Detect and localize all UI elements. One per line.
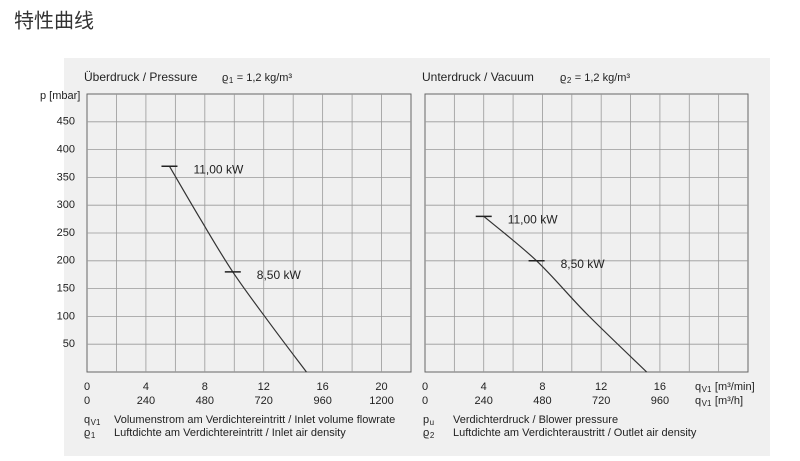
legend-entry-text: Luftdichte am Verdichtereintritt / Inlet…	[114, 427, 346, 439]
legend-entry-sub: u	[430, 418, 434, 427]
x-tick-label: 8	[539, 381, 545, 393]
legend-entry: q V1 Volumenstrom am Verdichtereintritt / …	[84, 414, 395, 427]
y-tick-label: 100	[57, 310, 75, 322]
density-label-text: = 1,2 kg/m³	[237, 72, 293, 84]
y-tick-label: 300	[57, 199, 75, 211]
density-label-sub: 2	[567, 76, 572, 85]
y-tick-label: 250	[57, 227, 75, 239]
legend-entry-text: Volumenstrom am Verdichtereintritt / Inl…	[114, 414, 395, 426]
x-axis-label-sub: V1	[702, 399, 712, 408]
legend-entry: ϱ 2 Luftdichte am Verdichteraustritt / Out…	[423, 427, 697, 440]
x2-tick-label: 960	[651, 395, 669, 407]
density-label-symbol: ϱ	[222, 72, 228, 84]
curve	[483, 215, 648, 373]
x-tick-label: 12	[595, 381, 607, 393]
power-label: 11,00 kW	[508, 212, 558, 226]
density-label-sub: 1	[229, 76, 234, 85]
x2-tick-label: 240	[475, 395, 493, 407]
y-tick-label: 400	[57, 144, 75, 156]
x-tick-label: 0	[422, 381, 428, 393]
y-tick-label: 450	[57, 116, 75, 128]
x-axis-label-text: [m³/h]	[715, 395, 743, 407]
x2-tick-label: 0	[84, 395, 90, 407]
legend-entry-symbol: ϱ	[84, 427, 90, 439]
density-label-symbol: ϱ	[560, 72, 566, 84]
legend-entry-text: Luftdichte am Verdichteraustritt / Outle…	[453, 427, 697, 439]
y-axis-label: p [mbar]	[40, 90, 80, 102]
density-label-text: = 1,2 kg/m³	[575, 72, 631, 84]
legend-entry-sub: 2	[430, 431, 435, 440]
x-tick-label: 0	[84, 381, 90, 393]
x-tick-label: 20	[375, 381, 387, 393]
x-axis-label: q V1 [m³/h]	[695, 395, 743, 408]
chart-title: Unterdruck / Vacuum	[422, 70, 534, 84]
x2-tick-label: 960	[313, 395, 331, 407]
y-tick-label: 150	[57, 283, 75, 295]
legend-entry-symbol: q	[84, 414, 90, 426]
power-label: 8,50 kW	[561, 257, 606, 271]
x-axis-label-symbol: q	[695, 395, 701, 407]
power-label: 11,00 kW	[193, 162, 243, 176]
power-label: 8,50 kW	[257, 268, 302, 282]
x-axis-label: q V1 [m³/min]	[695, 381, 755, 394]
x-axis-label-sub: V1	[702, 385, 712, 394]
y-tick-label: 200	[57, 255, 75, 267]
legend-entry: ϱ 1 Luftdichte am Verdichtereintritt / Inl…	[84, 427, 346, 440]
legend-entry-sub: V1	[91, 418, 101, 427]
x-tick-label: 16	[317, 381, 329, 393]
density-label: ϱ 1 = 1,2 kg/m³	[222, 72, 292, 85]
legend-entry-text: Verdichterdruck / Blower pressure	[453, 414, 618, 426]
page-title: 特性曲线	[14, 9, 94, 32]
x2-tick-label: 480	[533, 395, 551, 407]
x-tick-label: 12	[258, 381, 270, 393]
legend-entry-symbol: ϱ	[423, 427, 429, 439]
x-tick-label: 8	[202, 381, 208, 393]
legend-entry-symbol: p	[423, 414, 429, 426]
x-axis-label-text: [m³/min]	[715, 381, 755, 393]
legend-entry-sub: 1	[91, 431, 96, 440]
density-label: ϱ 2 = 1,2 kg/m³	[560, 72, 630, 85]
x-tick-label: 4	[481, 381, 487, 393]
x-tick-label: 16	[654, 381, 666, 393]
x2-tick-label: 1200	[369, 395, 393, 407]
y-tick-label: 50	[63, 338, 75, 350]
x-tick-label: 4	[143, 381, 149, 393]
x2-tick-label: 0	[422, 395, 428, 407]
x2-tick-label: 720	[592, 395, 610, 407]
x-axis-label-symbol: q	[695, 381, 701, 393]
x2-tick-label: 720	[255, 395, 273, 407]
x2-tick-label: 480	[196, 395, 214, 407]
y-tick-label: 350	[57, 171, 75, 183]
x2-tick-label: 240	[137, 395, 155, 407]
chart-title: Überdruck / Pressure	[84, 70, 198, 84]
legend-entry: p u Verdichterdruck / Blower pressure	[423, 414, 618, 427]
